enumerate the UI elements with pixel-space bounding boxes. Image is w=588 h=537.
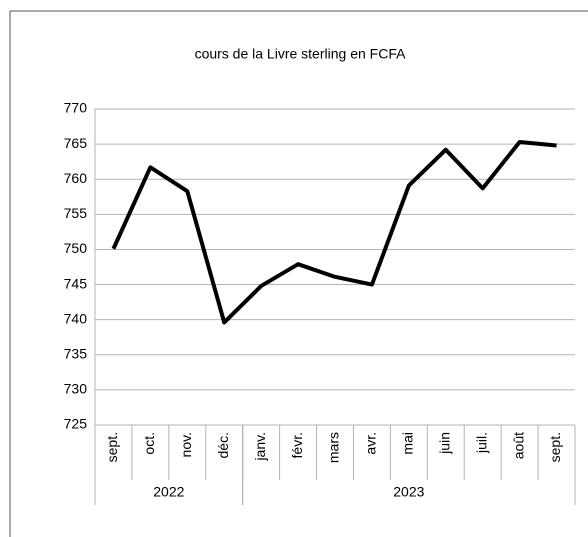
- y-tick-label: 735: [64, 345, 88, 361]
- x-tick-label: avr.: [363, 432, 379, 455]
- y-tick-label: 725: [64, 416, 88, 432]
- x-tick-label: janv.: [252, 432, 268, 462]
- y-tick-label: 740: [64, 310, 88, 326]
- x-tick-label: mars: [326, 432, 342, 463]
- y-tick-label: 770: [64, 100, 88, 116]
- x-tick-label: juil.: [473, 432, 489, 454]
- x-tick-label: nov.: [178, 432, 194, 457]
- x-tick-label: sept.: [104, 432, 120, 462]
- x-tick-label: mai: [400, 432, 416, 455]
- group-label: 2022: [153, 484, 184, 500]
- y-tick-label: 750: [64, 240, 88, 256]
- data-line: [111, 140, 557, 325]
- x-tick-label: août: [510, 432, 526, 459]
- chart-title: cours de la Livre sterling en FCFA: [195, 46, 407, 62]
- y-tick-label: 730: [64, 381, 88, 397]
- y-tick-label: 760: [64, 170, 88, 186]
- group-label: 2023: [393, 484, 424, 500]
- x-tick-label: sept.: [547, 432, 563, 462]
- y-tick-label: 745: [64, 275, 88, 291]
- x-tick-label: déc.: [215, 432, 231, 458]
- y-tick-label: 755: [64, 205, 88, 221]
- x-tick-label: oct.: [141, 432, 157, 455]
- x-tick-label: févr.: [289, 432, 305, 458]
- y-tick-label: 765: [64, 135, 88, 151]
- x-tick-label: juin: [436, 432, 452, 455]
